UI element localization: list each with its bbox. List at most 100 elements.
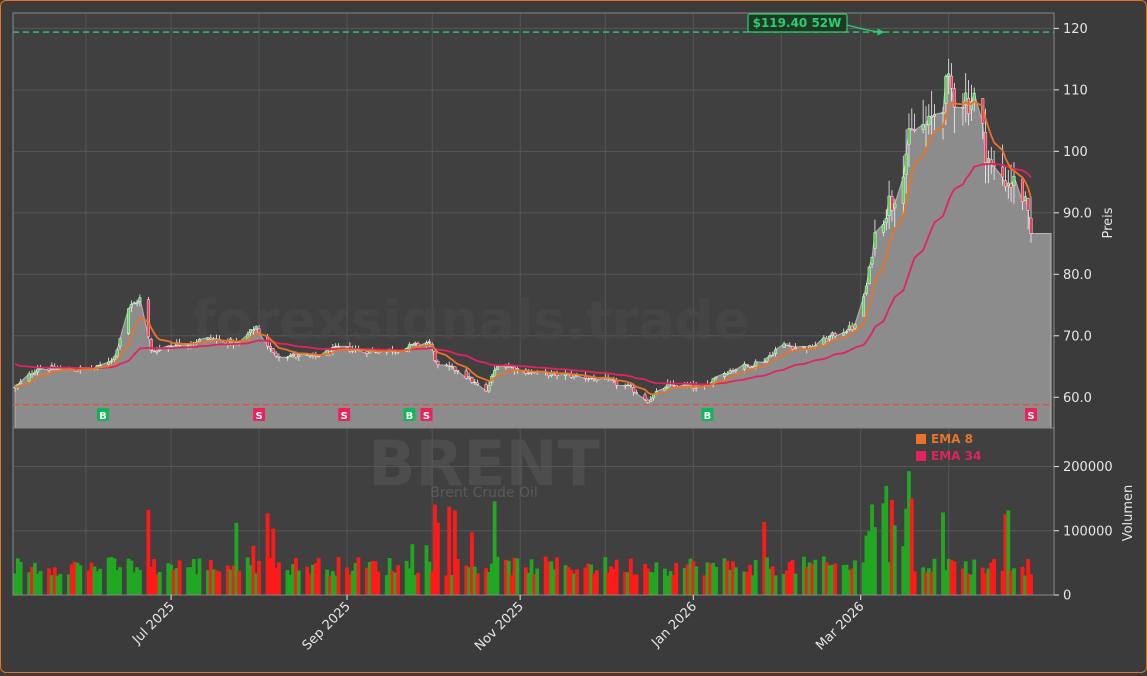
- volume-bar: [234, 522, 239, 595]
- volume-bar: [228, 569, 233, 595]
- volume-bar: [274, 567, 278, 595]
- volume-bar: [47, 568, 51, 595]
- volume-bar: [907, 471, 911, 595]
- volume-bar: [427, 561, 432, 595]
- candle: [967, 80, 971, 126]
- volume-bar: [943, 569, 948, 595]
- volume-bar: [58, 574, 63, 595]
- candle: [748, 365, 752, 369]
- volume-bar: [1009, 570, 1014, 595]
- volume-tick-label: 200000: [1063, 460, 1113, 475]
- watermark-name: Brent Crude Oil: [430, 485, 538, 501]
- candle: [870, 256, 874, 269]
- candle: [947, 58, 951, 95]
- legend-swatch-ema8: [916, 434, 926, 444]
- volume-bar: [509, 575, 514, 595]
- volume-bar: [714, 566, 718, 595]
- volume-bar: [992, 558, 997, 595]
- volume-bar: [526, 572, 531, 595]
- candle: [924, 106, 928, 151]
- candle: [436, 359, 440, 369]
- volume-bar: [682, 568, 687, 595]
- candle: [410, 344, 414, 346]
- volume-tick-label: 100000: [1063, 524, 1113, 539]
- volume-bar: [949, 560, 954, 595]
- volume-bar: [909, 498, 914, 595]
- volume-bar: [464, 565, 469, 595]
- candle: [734, 368, 738, 374]
- candle: [765, 357, 769, 364]
- volume-bar: [245, 557, 250, 595]
- volume-bar: [146, 509, 151, 595]
- volume-bar: [336, 557, 341, 595]
- candle: [845, 329, 849, 334]
- volume-bar: [665, 575, 670, 595]
- volume-bar: [946, 558, 951, 595]
- volume-bar: [347, 574, 352, 595]
- volume-bar: [407, 568, 412, 595]
- volume-bar: [52, 567, 57, 595]
- volume-bar: [257, 560, 261, 595]
- candle: [27, 371, 31, 383]
- volume-bar: [126, 558, 131, 595]
- signal-sell: S: [253, 408, 266, 422]
- volume-bar: [725, 560, 730, 595]
- candle: [725, 371, 729, 376]
- volume-bar: [841, 565, 846, 595]
- signal-label: B: [406, 411, 414, 422]
- volume-bar: [251, 545, 256, 595]
- volume-bar: [506, 560, 511, 595]
- volume-bar: [773, 575, 778, 595]
- volume-bar: [986, 568, 991, 595]
- volume-bar: [770, 566, 775, 595]
- candle: [986, 150, 990, 184]
- candle: [118, 337, 122, 350]
- volume-bar: [813, 559, 818, 595]
- volume-bar: [15, 558, 20, 595]
- volume-bar: [583, 567, 588, 595]
- volume-bar: [750, 575, 755, 595]
- volume-bar: [668, 571, 673, 595]
- candle: [197, 338, 201, 343]
- volume-bar: [444, 575, 449, 595]
- volume-bar: [217, 571, 222, 595]
- volume-bar: [1003, 514, 1008, 595]
- volume-bar: [350, 570, 355, 595]
- candle: [907, 113, 911, 168]
- volume-bar: [115, 570, 120, 595]
- candle: [285, 356, 289, 361]
- candle: [930, 90, 934, 138]
- volume-bar: [325, 569, 330, 595]
- volume-bar: [671, 575, 676, 595]
- volume-bar: [373, 561, 378, 595]
- volume-bar: [55, 575, 60, 595]
- volume-bar: [606, 572, 611, 595]
- volume-bar: [631, 574, 636, 595]
- volume-bar: [1026, 558, 1031, 595]
- volume-tick-label: 0: [1063, 589, 1071, 604]
- candle: [722, 371, 726, 380]
- high-52w-annotation: $119.40 52W: [747, 13, 885, 36]
- volume-bar: [404, 560, 409, 595]
- signal-label: S: [423, 411, 430, 422]
- volume-bar: [277, 562, 281, 595]
- volume-bar: [18, 562, 23, 595]
- volume-bar: [623, 572, 628, 595]
- legend-swatch-ema34: [916, 451, 926, 461]
- candle: [785, 343, 789, 346]
- volume-bar: [643, 563, 647, 595]
- volume-bar: [628, 558, 633, 595]
- volume-bar: [787, 561, 792, 595]
- volume-bar: [1006, 510, 1011, 595]
- candle: [592, 374, 596, 382]
- volume-bar: [844, 564, 849, 595]
- volume-bar: [824, 562, 829, 595]
- candle: [1003, 167, 1007, 192]
- volume-bar: [960, 568, 965, 595]
- candle: [941, 106, 945, 140]
- volume-axis-label: Volumen: [1121, 485, 1136, 542]
- volume-bar: [191, 559, 196, 595]
- volume-bar: [904, 508, 909, 595]
- volume-bar: [765, 557, 769, 595]
- volume-bar: [447, 506, 452, 595]
